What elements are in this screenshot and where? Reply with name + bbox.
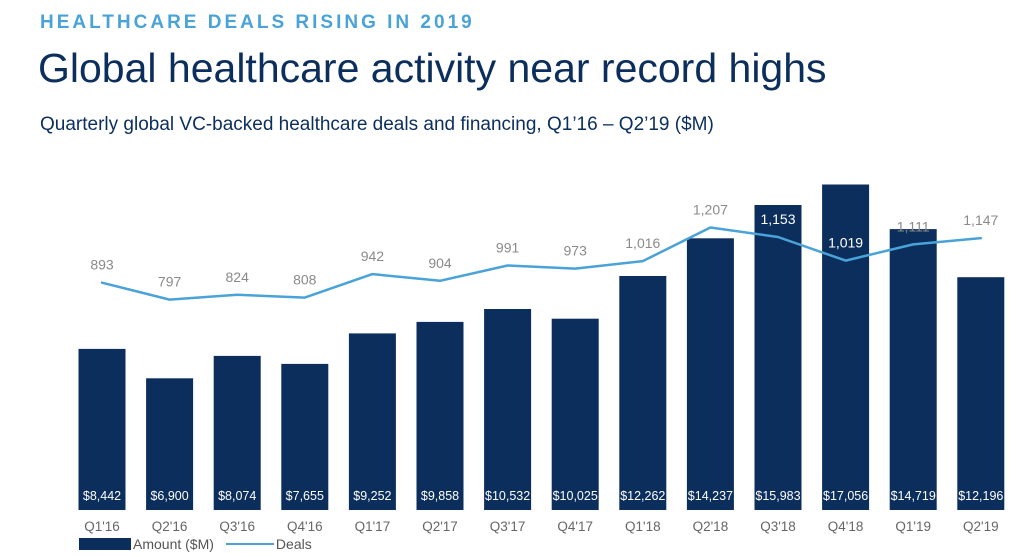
deals-point-label: 824	[226, 269, 250, 285]
x-axis-tick-label: Q3'16	[219, 519, 255, 534]
amount-bar	[484, 309, 532, 510]
amount-bar	[348, 333, 396, 510]
x-axis-tick-label: Q3'17	[490, 519, 526, 534]
deals-point-label: 893	[90, 257, 114, 273]
amount-bar-label: $8,074	[218, 489, 256, 503]
deals-point-label: 942	[361, 248, 385, 264]
amount-bar-label: $9,858	[421, 489, 459, 503]
deals-point-label: 1,111	[897, 218, 930, 234]
chart-headline: Global healthcare activity near record h…	[38, 45, 827, 91]
x-axis-tick-label: Q1'18	[625, 519, 661, 534]
x-axis-tick-label: Q2'17	[422, 519, 458, 534]
x-axis-tick-label: Q1'16	[84, 519, 120, 534]
deals-point-label: 1,153	[760, 211, 795, 227]
deals-point-label: 808	[293, 272, 317, 288]
amount-bar	[551, 318, 599, 510]
amount-bar-label: $12,196	[958, 489, 1003, 503]
x-axis-tick-label: Q2'19	[963, 519, 999, 534]
amount-bar	[822, 184, 870, 510]
amount-bar	[213, 355, 261, 510]
amount-bar-label: $12,262	[620, 489, 665, 503]
chart-legend: Amount ($M) Deals	[79, 536, 324, 552]
amount-bar	[957, 277, 1005, 510]
x-axis-tick-label: Q4'18	[828, 519, 864, 534]
legend-item-amount: Amount ($M)	[79, 536, 214, 552]
amount-bar-label: $17,056	[823, 489, 868, 503]
amount-bar-label: $10,025	[553, 489, 598, 503]
x-axis-tick-label: Q4'16	[287, 519, 323, 534]
amount-bar-label: $15,983	[755, 489, 800, 503]
amount-bar	[146, 378, 194, 510]
deals-point-label: 991	[496, 240, 520, 256]
x-axis-tick-label: Q1'17	[355, 519, 391, 534]
deals-point-label: 1,016	[625, 235, 660, 251]
deals-line	[100, 226, 983, 301]
amount-bar-label: $8,442	[83, 489, 121, 503]
legend-swatch-amount	[79, 538, 131, 550]
legend-label-deals: Deals	[275, 536, 312, 552]
deals-point-label: 973	[564, 243, 588, 259]
deals-point-label: 797	[158, 274, 182, 290]
amount-bar	[619, 276, 667, 510]
amount-bar-label: $14,237	[688, 489, 733, 503]
amount-bar-label: $10,532	[485, 489, 530, 503]
amount-bar-label: $7,655	[286, 489, 324, 503]
deals-point-label: 1,147	[963, 212, 998, 228]
amount-bar	[281, 363, 329, 510]
legend-swatch-deals	[225, 543, 274, 545]
x-axis-tick-label: Q1'19	[895, 519, 931, 534]
deals-point-label: 1,019	[828, 235, 863, 251]
chart-subtitle: Quarterly global VC-backed healthcare de…	[40, 114, 714, 135]
legend-item-deals: Deals	[225, 536, 312, 552]
x-axis-tick-label: Q3'18	[760, 519, 796, 534]
chart-kicker: HEALTHCARE DEALS RISING IN 2019	[40, 12, 475, 33]
x-axis-tick-label: Q2'18	[693, 519, 729, 534]
x-axis-tick-label: Q2'16	[152, 519, 188, 534]
amount-bar-label: $14,719	[891, 489, 936, 503]
deals-point-label: 904	[428, 255, 452, 271]
amount-bar	[686, 238, 734, 511]
amount-bar	[889, 229, 937, 510]
amount-bar	[754, 205, 802, 510]
x-axis-tick-label: Q4'17	[557, 519, 593, 534]
amount-bar-label: $9,252	[353, 489, 391, 503]
legend-label-amount: Amount ($M)	[133, 536, 214, 552]
deals-point-label: 1,207	[693, 202, 728, 218]
amount-bar	[416, 321, 464, 510]
amount-bar	[78, 348, 126, 510]
amount-bar-label: $6,900	[150, 489, 188, 503]
